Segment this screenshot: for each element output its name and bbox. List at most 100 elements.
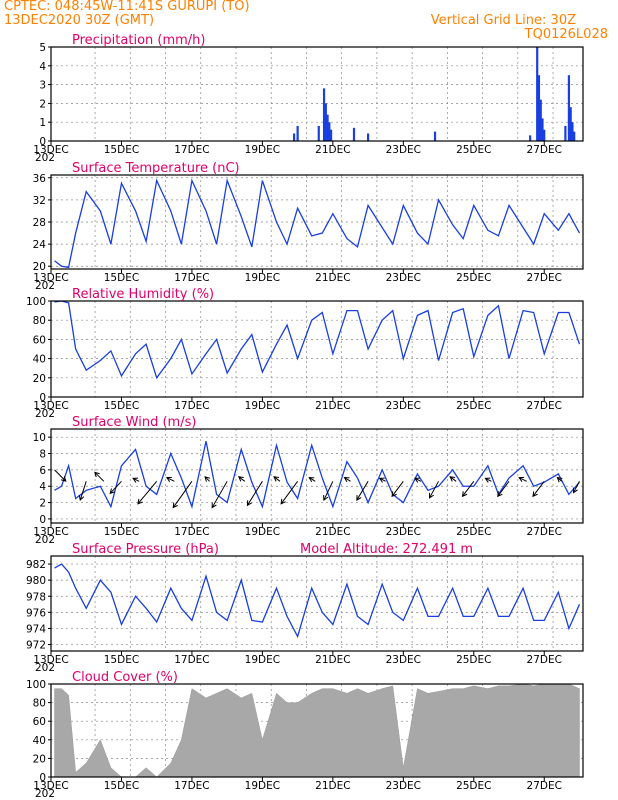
x-tick-label: 17DEC [174, 272, 209, 284]
wind-arrow-head [165, 476, 172, 482]
y-tick-label: 32 [33, 195, 46, 207]
y-tick-label: 20 [33, 373, 46, 385]
x-tick-label: 15DEC [104, 144, 139, 156]
wind-arrow-head [246, 500, 252, 507]
y-tick-label: 80 [33, 698, 46, 710]
wind-arrow-head [532, 491, 538, 498]
panel-title: Surface Temperature (nC) [72, 161, 240, 176]
wind-arrow-head [132, 477, 139, 483]
x-tick-label: 19DEC [245, 780, 280, 792]
wind-arrow [485, 477, 492, 482]
wind-arrow-head [273, 476, 280, 482]
panel-5 [48, 555, 584, 655]
header-date: 13DEC2020 30Z (GMT) [4, 13, 155, 28]
x-tick-label: 21DEC [315, 780, 350, 792]
model-altitude: Model Altitude: 272.491 m [300, 542, 473, 557]
wind-arrow-head [137, 498, 143, 505]
x-year-label: 202 [35, 788, 55, 800]
wind-arrow [532, 481, 545, 497]
wind-arrow-head [497, 491, 503, 498]
precip-bar [326, 114, 329, 141]
x-tick-label: 13DEC [33, 780, 68, 792]
wind-arrow-head [484, 477, 491, 483]
x-tick-label: 25DEC [456, 780, 491, 792]
x-tick-label: 15DEC [104, 526, 139, 538]
x-tick-label: 21DEC [315, 654, 350, 666]
x-tick-label: 25DEC [456, 272, 491, 284]
y-tick-label: 40 [33, 735, 46, 747]
header-grid-note: Vertical Grid Line: 30Z [430, 13, 576, 28]
precip-bar [541, 118, 544, 141]
y-tick-label: 6 [39, 465, 46, 477]
wind-arrow [449, 476, 457, 482]
precip-bar [564, 125, 567, 141]
x-tick-label: 23DEC [386, 526, 421, 538]
wind-arrow-head [356, 495, 362, 501]
wind-arrow-head [429, 492, 435, 499]
wind-arrow [109, 480, 122, 494]
y-tick-label: 80 [33, 315, 46, 327]
precip-bar [539, 99, 542, 141]
x-tick-label: 13DEC [33, 526, 68, 538]
wind-arrow-head [172, 502, 178, 509]
x-tick-label: 17DEC [174, 400, 209, 412]
panel-frame [50, 300, 584, 398]
y-tick-label: 0 [39, 136, 46, 148]
wind-arrow [273, 476, 281, 482]
x-year-label: 202 [35, 534, 55, 546]
panel-title: Cloud Cover (%) [72, 670, 178, 685]
x-tick-label: 13DEC [33, 400, 68, 412]
wind-arrow [132, 477, 140, 482]
precip-bar [543, 129, 546, 141]
wind-arrow [211, 481, 228, 508]
precip-bar [324, 103, 327, 141]
wind-arrow-head [60, 476, 67, 482]
wind-arrow-head [237, 476, 244, 482]
x-tick-label: 19DEC [245, 144, 280, 156]
wind-arrow [79, 481, 87, 501]
wind-arrow [308, 477, 316, 482]
precip-bar [328, 122, 331, 141]
x-tick-label: 17DEC [174, 144, 209, 156]
panel-title: Surface Wind (m/s) [72, 415, 196, 430]
precip-bar [571, 122, 574, 141]
x-tick-label: 15DEC [104, 780, 139, 792]
wind-arrow-head [378, 477, 385, 483]
x-tick-label: 17DEC [174, 526, 209, 538]
x-tick-label: 21DEC [315, 400, 350, 412]
y-tick-label: 100 [26, 296, 46, 308]
x-tick-label: 27DEC [527, 400, 562, 412]
wind-arrow-head [204, 476, 210, 482]
y-tick-label: 40 [33, 354, 46, 366]
wind-arrow [166, 477, 175, 482]
panel-4 [48, 428, 584, 527]
series-line [54, 563, 581, 639]
panel-frame [50, 428, 584, 524]
x-tick-label: 23DEC [386, 780, 421, 792]
wind-arrow [94, 471, 105, 482]
y-tick-label: 36 [33, 173, 47, 185]
x-tick-label: 21DEC [315, 272, 350, 284]
y-tick-label: 972 [26, 640, 46, 652]
y-tick-label: 978 [26, 591, 46, 603]
precip-bar [366, 133, 370, 141]
wind-arrow [204, 476, 210, 482]
x-tick-label: 27DEC [527, 780, 562, 792]
x-year-label: 202 [35, 280, 55, 292]
precip-bar [537, 75, 541, 141]
y-tick-label: 0 [39, 514, 46, 526]
panel-frame [50, 174, 584, 270]
x-tick-label: 13DEC [33, 654, 68, 666]
header-location: CPTEC: 048:45W-11:41S GURUPI (TO) [4, 0, 250, 14]
y-tick-label: 980 [26, 575, 46, 587]
x-tick-label: 27DEC [527, 144, 562, 156]
series-line [54, 441, 580, 509]
panel-frame [50, 683, 584, 778]
x-tick-label: 19DEC [245, 654, 280, 666]
x-year-label: 202 [35, 408, 55, 420]
x-tick-label: 13DEC [33, 272, 68, 284]
wind-arrow [518, 477, 527, 482]
cloud-cover-area [54, 683, 580, 778]
y-tick-label: 4 [39, 481, 46, 493]
